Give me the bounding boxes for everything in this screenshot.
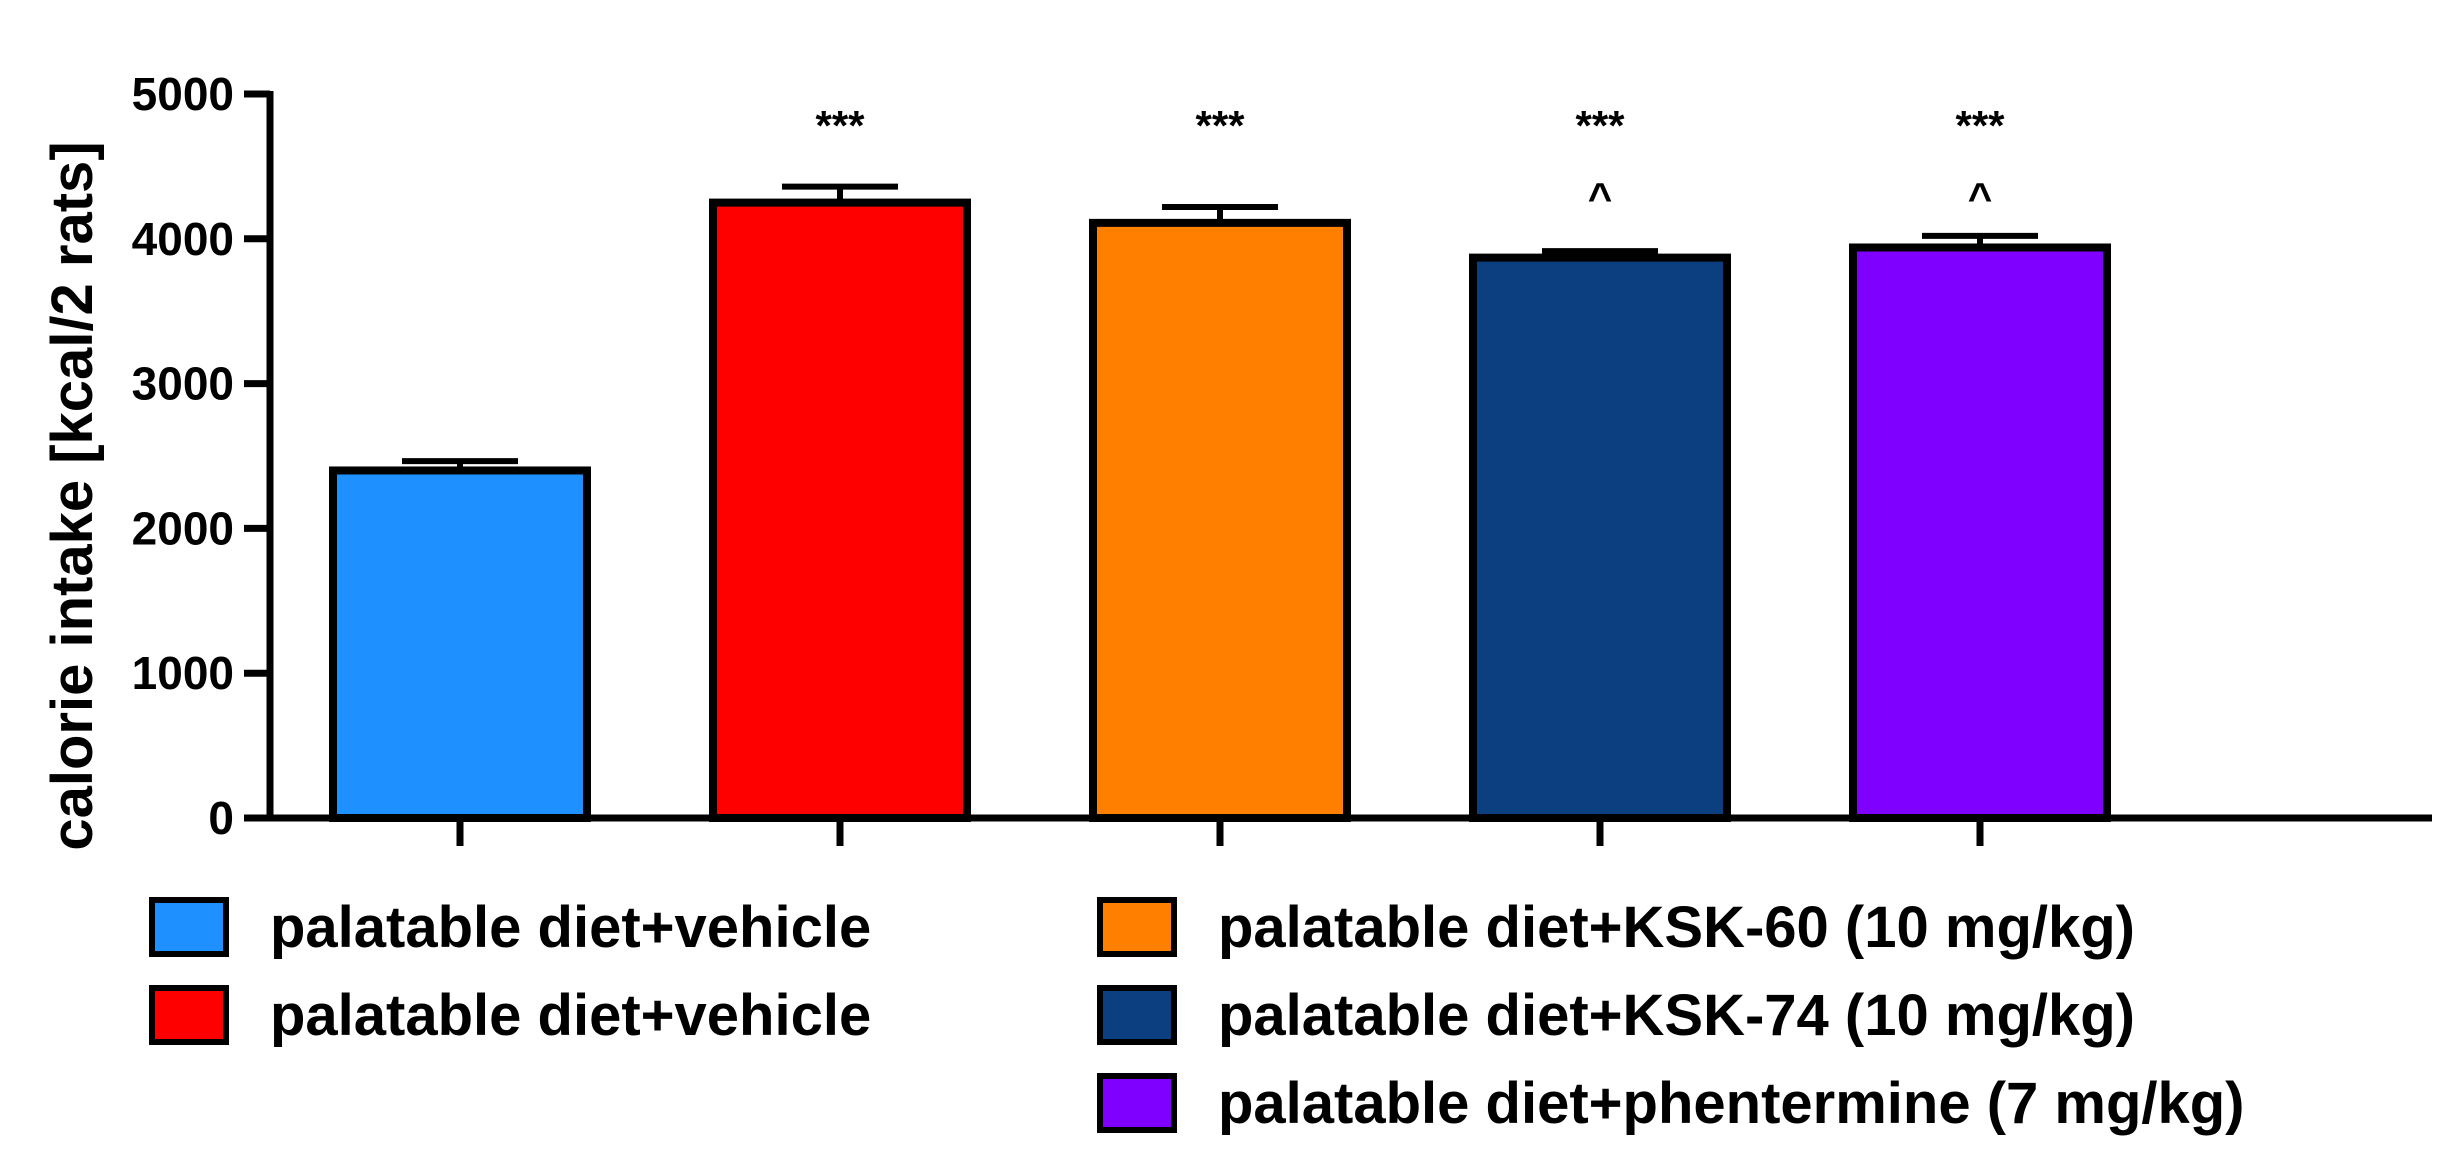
significance-label: ***: [1195, 102, 1245, 149]
secondary-mark-label: ^: [1968, 174, 1993, 221]
significance-label: ***: [1575, 102, 1625, 149]
bars: *** *** *** ^ *** ^: [329, 102, 2111, 823]
y-tick-label: 1000: [132, 647, 234, 699]
legend-swatch: [1097, 1073, 1177, 1133]
bar: [329, 466, 591, 822]
y-tick-label: 5000: [132, 68, 234, 120]
y-tick-label: 2000: [132, 502, 234, 554]
legend-label: palatable diet+phentermine (7 mg/kg): [1218, 1071, 2245, 1136]
legend-label: palatable diet+KSK-60 (10 mg/kg): [1218, 895, 2135, 960]
legend-swatch: [1097, 985, 1177, 1045]
legend-swatch: [149, 985, 229, 1045]
y-tick-label: 3000: [132, 358, 234, 410]
axes: 0 1000 2000 3000 4000 5000: [132, 68, 2432, 846]
bar: [1469, 253, 1731, 822]
significance-label: ***: [815, 102, 865, 149]
bar: [1849, 243, 2111, 823]
legend-label: palatable diet+KSK-74 (10 mg/kg): [1218, 983, 2135, 1048]
y-axis-title: calorie intake [kcal/2 rats]: [40, 141, 105, 850]
bar: [1089, 218, 1351, 822]
legend-swatch: [1097, 897, 1177, 957]
bar: [709, 198, 971, 823]
legend-label: palatable diet+vehicle: [270, 895, 871, 960]
y-tick-label: 0: [208, 792, 234, 844]
legend: palatable diet+vehicle palatable diet+veh…: [149, 895, 2245, 1136]
secondary-mark-label: ^: [1588, 174, 1613, 221]
significance-label: ***: [1955, 102, 2005, 149]
y-tick-label: 4000: [132, 213, 234, 265]
legend-swatch: [149, 897, 229, 957]
legend-label: palatable diet+vehicle: [270, 983, 871, 1048]
